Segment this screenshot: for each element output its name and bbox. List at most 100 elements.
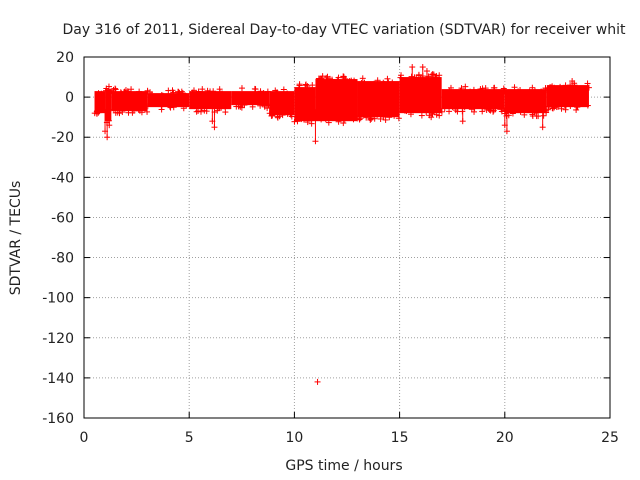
data-point <box>238 85 245 92</box>
outlier-point <box>409 64 416 71</box>
data-point <box>429 71 436 78</box>
data-point <box>521 111 528 118</box>
data-point <box>441 105 448 112</box>
data-point <box>323 74 330 81</box>
data-point <box>471 105 478 112</box>
data-point <box>386 114 393 121</box>
y-tick-label: -60 <box>51 210 74 226</box>
data-point <box>436 72 443 79</box>
data-point <box>371 80 378 87</box>
data-point <box>257 88 264 95</box>
data-point <box>214 107 221 114</box>
data-point <box>285 109 292 116</box>
data-point <box>261 102 268 109</box>
data-point <box>288 113 295 120</box>
data-point <box>322 116 329 123</box>
data-point <box>178 88 185 95</box>
data-point <box>239 101 246 108</box>
plot-frame <box>83 56 611 419</box>
data-point <box>334 76 341 83</box>
data-point <box>301 116 308 123</box>
outlier-point <box>312 138 319 145</box>
outlier-point <box>106 122 113 129</box>
data-point <box>492 105 499 112</box>
data-point <box>584 80 591 87</box>
data-point <box>371 115 378 122</box>
data-point <box>128 86 135 93</box>
data-band <box>315 79 358 122</box>
data-point <box>477 86 484 93</box>
y-tick-label: -20 <box>51 130 74 146</box>
data-point <box>374 77 381 84</box>
data-point <box>446 87 453 94</box>
data-point <box>526 88 533 95</box>
data-point <box>252 86 259 93</box>
axis-ticks: 20 0 -20 -40 -60 -80 -100 -120 -140 -160 0 5 10 15 20 2… <box>42 50 619 446</box>
data-point <box>93 108 100 115</box>
data-point <box>395 115 402 122</box>
data-point <box>336 115 343 122</box>
y-tick-label: -140 <box>42 371 74 387</box>
data-point <box>195 107 202 114</box>
data-point <box>555 103 562 110</box>
x-tick-label: 15 <box>391 430 409 446</box>
data-point <box>166 103 173 110</box>
data-point <box>429 111 436 118</box>
data-point <box>198 104 205 111</box>
data-point <box>124 88 131 95</box>
x-tick-label: 10 <box>285 430 303 446</box>
data-point <box>461 104 468 111</box>
data-point <box>112 85 119 92</box>
data-point <box>433 111 440 118</box>
data-point <box>279 112 286 119</box>
data-point <box>216 89 223 96</box>
data-point <box>468 106 475 113</box>
data-band <box>94 91 106 114</box>
data-band <box>105 89 112 122</box>
data-point <box>222 109 229 116</box>
data-point <box>190 87 197 94</box>
data-point <box>470 86 477 93</box>
data-point <box>538 88 545 95</box>
data-point <box>325 119 332 126</box>
data-band <box>399 77 442 114</box>
data-point <box>356 116 363 123</box>
data-point <box>98 90 105 97</box>
data-point <box>407 111 414 118</box>
data-point <box>449 103 456 110</box>
data-point <box>511 84 518 91</box>
data-point <box>159 92 166 99</box>
data-point <box>308 120 315 127</box>
data-point <box>558 105 565 112</box>
data-point <box>324 73 331 80</box>
data-point <box>381 80 388 87</box>
data-point <box>361 79 368 86</box>
data-point <box>195 88 202 95</box>
x-tick-label: 25 <box>601 430 619 446</box>
data-point <box>408 73 415 80</box>
data-point <box>549 105 556 112</box>
data-point <box>425 73 432 80</box>
data-point <box>170 104 177 111</box>
data-point <box>341 117 348 124</box>
y-tick-label: -160 <box>42 411 74 427</box>
data-point <box>545 103 552 110</box>
data-point <box>517 86 524 93</box>
data-point <box>486 106 493 113</box>
data-point <box>363 114 370 121</box>
data-point <box>540 112 547 119</box>
data-point <box>136 107 143 114</box>
data-point <box>147 89 154 96</box>
data-point <box>110 106 117 113</box>
data-point <box>158 91 165 98</box>
data-point <box>531 109 538 116</box>
data-point <box>119 109 126 116</box>
y-tick-label: -120 <box>42 331 74 347</box>
data-point <box>114 109 121 116</box>
data-point <box>397 74 404 81</box>
data-point <box>280 86 287 93</box>
data-point <box>584 102 591 109</box>
data-band <box>294 87 316 122</box>
data-point <box>385 79 392 86</box>
